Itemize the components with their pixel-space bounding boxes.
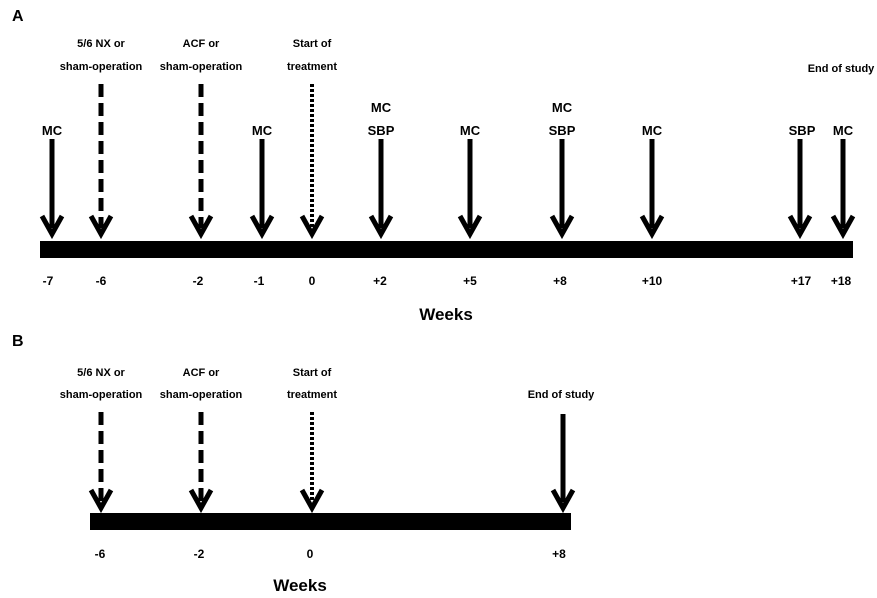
panel-b-arrow-1 <box>188 412 214 514</box>
panel-a-arrow-10 <box>830 139 856 240</box>
panel-a-marker-label: MC <box>832 123 854 138</box>
panel-a-arrow-6 <box>457 139 483 240</box>
panel-a-arrow-7 <box>549 139 575 240</box>
panel-a-tick: -2 <box>192 274 204 288</box>
panel-a-timeline-bar <box>40 241 853 258</box>
panel-b-acf-label-line1: ACF or <box>182 367 220 379</box>
panel-b-label: B <box>12 333 24 350</box>
panel-b-tick: 0 <box>306 547 314 561</box>
panel-a-axis-label: Weeks <box>419 305 473 324</box>
panel-b-nx-label-line2: sham-operation <box>59 389 143 401</box>
panel-a-marker-label: MC <box>41 123 63 138</box>
panel-a-tick: +8 <box>553 274 567 288</box>
panel-a-acf-label-line1: ACF or <box>182 38 220 50</box>
panel-a-marker-label: SBP <box>367 123 395 138</box>
panel-a-tick: 0 <box>308 274 316 288</box>
panel-a-marker-label: MC <box>251 123 273 138</box>
panel-a-arrow-0 <box>39 139 65 240</box>
panel-a-marker-label: MC <box>551 100 573 115</box>
panel-a-nx-label-line1: 5/6 NX or <box>77 38 125 50</box>
panel-a-marker-label: MC <box>370 100 392 115</box>
panel-a-arrow-1 <box>88 84 114 240</box>
panel-a-arrow-4 <box>299 84 325 240</box>
panel-a-arrow-8 <box>639 139 665 240</box>
panel-b-acf-label-line2: sham-operation <box>159 389 243 401</box>
panel-b-arrow-0 <box>88 412 114 514</box>
panel-a-arrow-2 <box>188 84 214 240</box>
panel-a-tick: -1 <box>253 274 265 288</box>
panel-b-nx-label-line1: 5/6 NX or <box>77 367 125 379</box>
panel-a-treatment-label-line1: Start of <box>292 38 332 50</box>
panel-b-treatment-label-line2: treatment <box>286 389 338 401</box>
panel-b-timeline-bar <box>90 513 571 530</box>
panel-a-tick: +10 <box>641 274 663 288</box>
panel-b-tick: -2 <box>193 547 205 561</box>
panel-a-tick: -6 <box>95 274 107 288</box>
panel-a-treatment-label-line2: treatment <box>286 61 338 73</box>
panel-b-end-label: End of study <box>527 389 595 401</box>
panel-b-treatment-label-line1: Start of <box>292 367 332 379</box>
panel-a-acf-label-line2: sham-operation <box>159 61 243 73</box>
panel-a-arrow-5 <box>368 139 394 240</box>
panel-b-tick: +8 <box>552 547 566 561</box>
panel-b-arrow-2 <box>299 412 325 514</box>
panel-b-tick: -6 <box>94 547 106 561</box>
panel-a-tick: +17 <box>790 274 812 288</box>
panel-b-axis-label: Weeks <box>273 576 327 595</box>
panel-a-tick: +5 <box>463 274 477 288</box>
panel-a-arrow-9 <box>787 139 813 240</box>
panel-a-marker-label: SBP <box>548 123 576 138</box>
panel-a-tick: -7 <box>42 274 54 288</box>
panel-a-marker-label: MC <box>641 123 663 138</box>
panel-a-nx-label-line2: sham-operation <box>59 61 143 73</box>
panel-a-end-label: End of study <box>807 63 875 75</box>
panel-a-marker-label: MC <box>459 123 481 138</box>
panel-a-tick: +18 <box>830 274 852 288</box>
panel-a-marker-label: SBP <box>788 123 816 138</box>
panel-b-arrow-3 <box>550 414 576 514</box>
panel-a-tick: +2 <box>373 274 387 288</box>
panel-a-label: A <box>12 8 24 25</box>
panel-a-arrow-3 <box>249 139 275 240</box>
